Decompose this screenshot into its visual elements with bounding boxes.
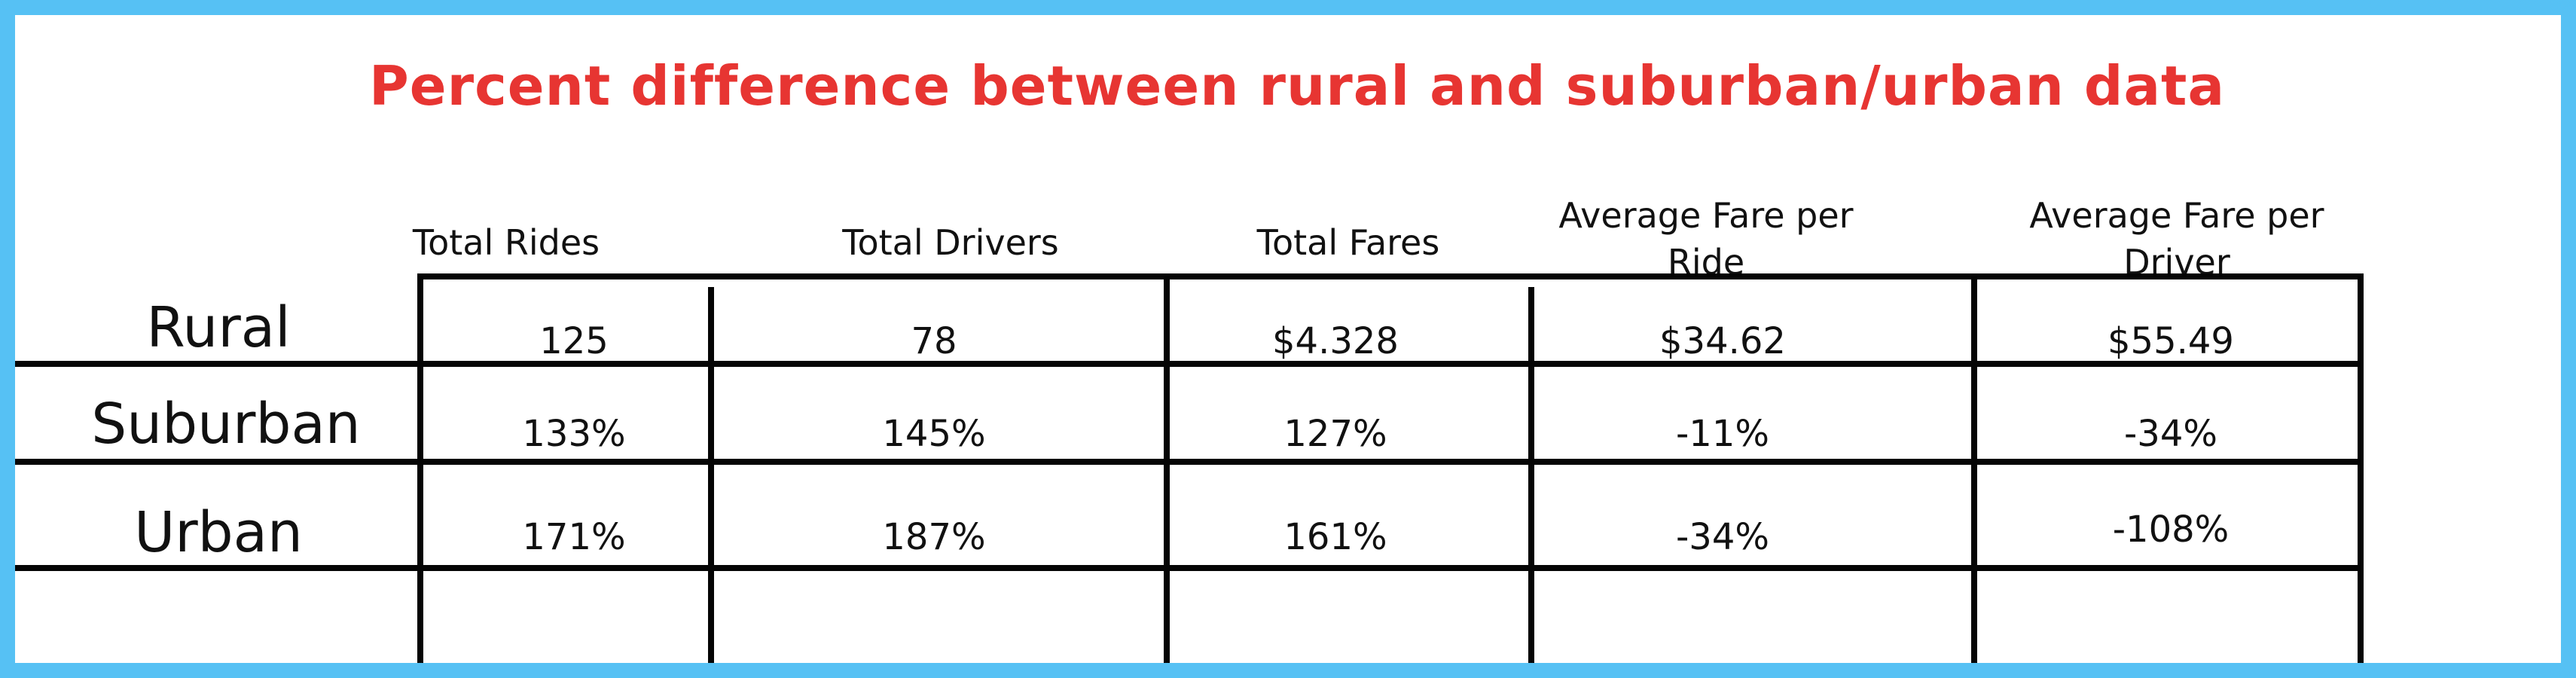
table-panel: Percent difference between rural and sub… bbox=[15, 15, 2561, 663]
column-header-total-rides: Total Rides bbox=[412, 222, 600, 263]
cell-rural-average-fare-per-ride: $34.62 bbox=[1659, 320, 1786, 362]
cell-urban-average-fare-per-ride: -34% bbox=[1675, 516, 1769, 558]
cell-urban-average-fare-per-driver: -108% bbox=[2112, 508, 2230, 551]
cell-urban-total-drivers: 187% bbox=[882, 516, 986, 558]
table-vertical-gridline-5 bbox=[1971, 273, 1977, 663]
row-label-urban: Urban bbox=[134, 500, 303, 565]
cell-rural-total-rides: 125 bbox=[539, 320, 609, 362]
column-header-total-drivers: Total Drivers bbox=[842, 222, 1059, 263]
column-header-average-fare-per-ride: Average Fare per Ride bbox=[1558, 195, 1854, 282]
cell-suburban-total-rides: 133% bbox=[522, 413, 626, 455]
table-vertical-gridline-6 bbox=[2358, 273, 2364, 663]
row-label-suburban: Suburban bbox=[91, 392, 361, 457]
cell-rural-average-fare-per-driver: $55.49 bbox=[2107, 320, 2234, 362]
table-top-gridline bbox=[417, 273, 2364, 279]
table-row-divider-2 bbox=[15, 459, 2359, 465]
cell-suburban-total-drivers: 145% bbox=[882, 413, 986, 455]
cell-suburban-total-fares: 127% bbox=[1283, 413, 1387, 455]
column-header-total-fares: Total Fares bbox=[1256, 222, 1440, 263]
cell-suburban-average-fare-per-driver: -34% bbox=[2123, 413, 2217, 455]
cell-rural-total-drivers: 78 bbox=[911, 320, 957, 362]
table-vertical-gridline-2 bbox=[708, 287, 714, 663]
table-title: Percent difference between rural and sub… bbox=[369, 54, 2226, 118]
row-label-rural: Rural bbox=[146, 295, 291, 360]
table-vertical-gridline-3 bbox=[1164, 273, 1170, 663]
table-vertical-gridline-1 bbox=[417, 273, 423, 663]
cell-suburban-average-fare-per-ride: -11% bbox=[1675, 413, 1769, 455]
table-row-divider-1 bbox=[15, 361, 2364, 367]
cell-urban-total-rides: 171% bbox=[522, 516, 626, 558]
table-row-divider-3 bbox=[15, 565, 2359, 571]
table-vertical-gridline-4 bbox=[1528, 287, 1534, 663]
cell-rural-total-fares: $4.328 bbox=[1272, 320, 1399, 362]
cell-urban-total-fares: 161% bbox=[1283, 516, 1387, 558]
